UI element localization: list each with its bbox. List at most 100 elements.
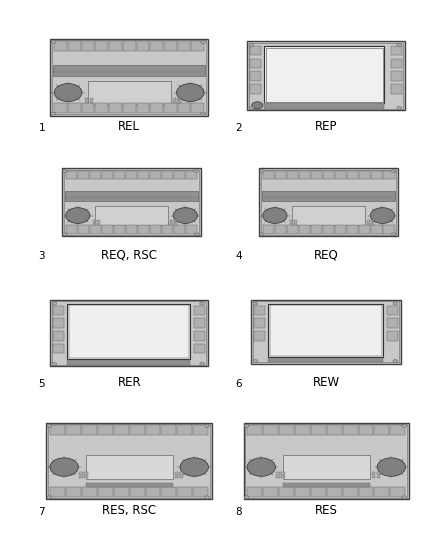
Bar	[371, 171, 382, 179]
Bar	[177, 425, 192, 435]
Bar	[191, 42, 204, 51]
Bar	[170, 220, 173, 222]
Bar	[388, 318, 398, 328]
Bar	[174, 171, 185, 179]
Bar	[377, 472, 380, 475]
Circle shape	[173, 208, 198, 223]
Circle shape	[51, 112, 56, 115]
Bar	[150, 103, 163, 113]
Bar	[390, 487, 405, 497]
Bar	[279, 487, 294, 497]
Bar	[84, 476, 88, 478]
Bar	[53, 40, 206, 114]
Bar	[275, 171, 286, 179]
Bar	[247, 487, 262, 497]
Bar	[98, 487, 113, 497]
Bar	[194, 344, 205, 353]
Circle shape	[397, 44, 402, 47]
Bar	[164, 42, 177, 51]
Bar	[137, 103, 149, 113]
Circle shape	[177, 84, 204, 101]
Bar	[54, 103, 67, 113]
Bar	[50, 425, 65, 435]
Bar	[82, 103, 95, 113]
Circle shape	[47, 424, 52, 427]
Bar	[177, 98, 181, 100]
Bar	[66, 487, 81, 497]
Bar	[66, 425, 81, 435]
Bar	[263, 225, 274, 233]
Bar	[311, 171, 322, 179]
Bar	[68, 305, 189, 358]
Circle shape	[263, 208, 287, 223]
Bar	[65, 191, 198, 201]
Bar	[50, 39, 208, 116]
Circle shape	[392, 233, 396, 236]
Bar	[281, 472, 285, 475]
Bar	[251, 59, 261, 68]
Circle shape	[200, 302, 205, 305]
Bar	[53, 344, 64, 353]
Bar	[263, 197, 395, 198]
Bar	[130, 487, 145, 497]
Bar	[174, 223, 177, 225]
Bar	[311, 225, 322, 233]
Circle shape	[244, 496, 249, 499]
Bar	[311, 487, 326, 497]
Circle shape	[370, 208, 395, 223]
Text: 1: 1	[39, 124, 45, 133]
Bar	[292, 206, 365, 225]
Bar	[53, 301, 206, 365]
Bar	[84, 472, 88, 475]
Circle shape	[249, 44, 254, 47]
Bar	[114, 171, 125, 179]
Text: 4: 4	[236, 252, 242, 261]
Bar	[266, 47, 383, 102]
Circle shape	[54, 84, 82, 101]
Bar	[299, 225, 310, 233]
Circle shape	[205, 496, 209, 499]
Bar	[367, 223, 370, 225]
Bar	[335, 225, 346, 233]
Bar	[170, 223, 173, 225]
Bar	[162, 425, 177, 435]
Bar	[359, 225, 371, 233]
Bar	[95, 206, 168, 225]
Bar	[264, 103, 385, 109]
Bar	[193, 425, 208, 435]
Bar	[254, 331, 265, 341]
Circle shape	[201, 41, 205, 44]
Bar	[95, 42, 108, 51]
Bar	[374, 487, 389, 497]
Bar	[371, 476, 375, 478]
Bar	[191, 103, 204, 113]
Bar	[138, 225, 149, 233]
Bar	[53, 65, 205, 76]
Bar	[287, 171, 298, 179]
Bar	[276, 472, 280, 475]
Bar	[102, 171, 113, 179]
Bar	[287, 225, 298, 233]
Bar	[86, 483, 173, 487]
Circle shape	[180, 458, 208, 477]
Circle shape	[253, 302, 258, 305]
Bar	[299, 171, 310, 179]
Circle shape	[66, 208, 90, 223]
Bar	[173, 98, 176, 100]
Bar	[371, 225, 382, 233]
Bar	[162, 487, 177, 497]
Bar	[371, 223, 374, 225]
Bar	[54, 71, 204, 72]
Bar	[88, 82, 171, 104]
Text: REP: REP	[315, 120, 338, 133]
Bar	[137, 42, 149, 51]
Bar	[251, 46, 261, 55]
Bar	[67, 360, 191, 365]
Bar	[290, 223, 293, 225]
Circle shape	[260, 233, 264, 236]
Bar	[269, 305, 382, 356]
Circle shape	[194, 233, 199, 236]
Bar	[327, 487, 342, 497]
Bar	[174, 476, 178, 478]
Bar	[62, 168, 201, 236]
